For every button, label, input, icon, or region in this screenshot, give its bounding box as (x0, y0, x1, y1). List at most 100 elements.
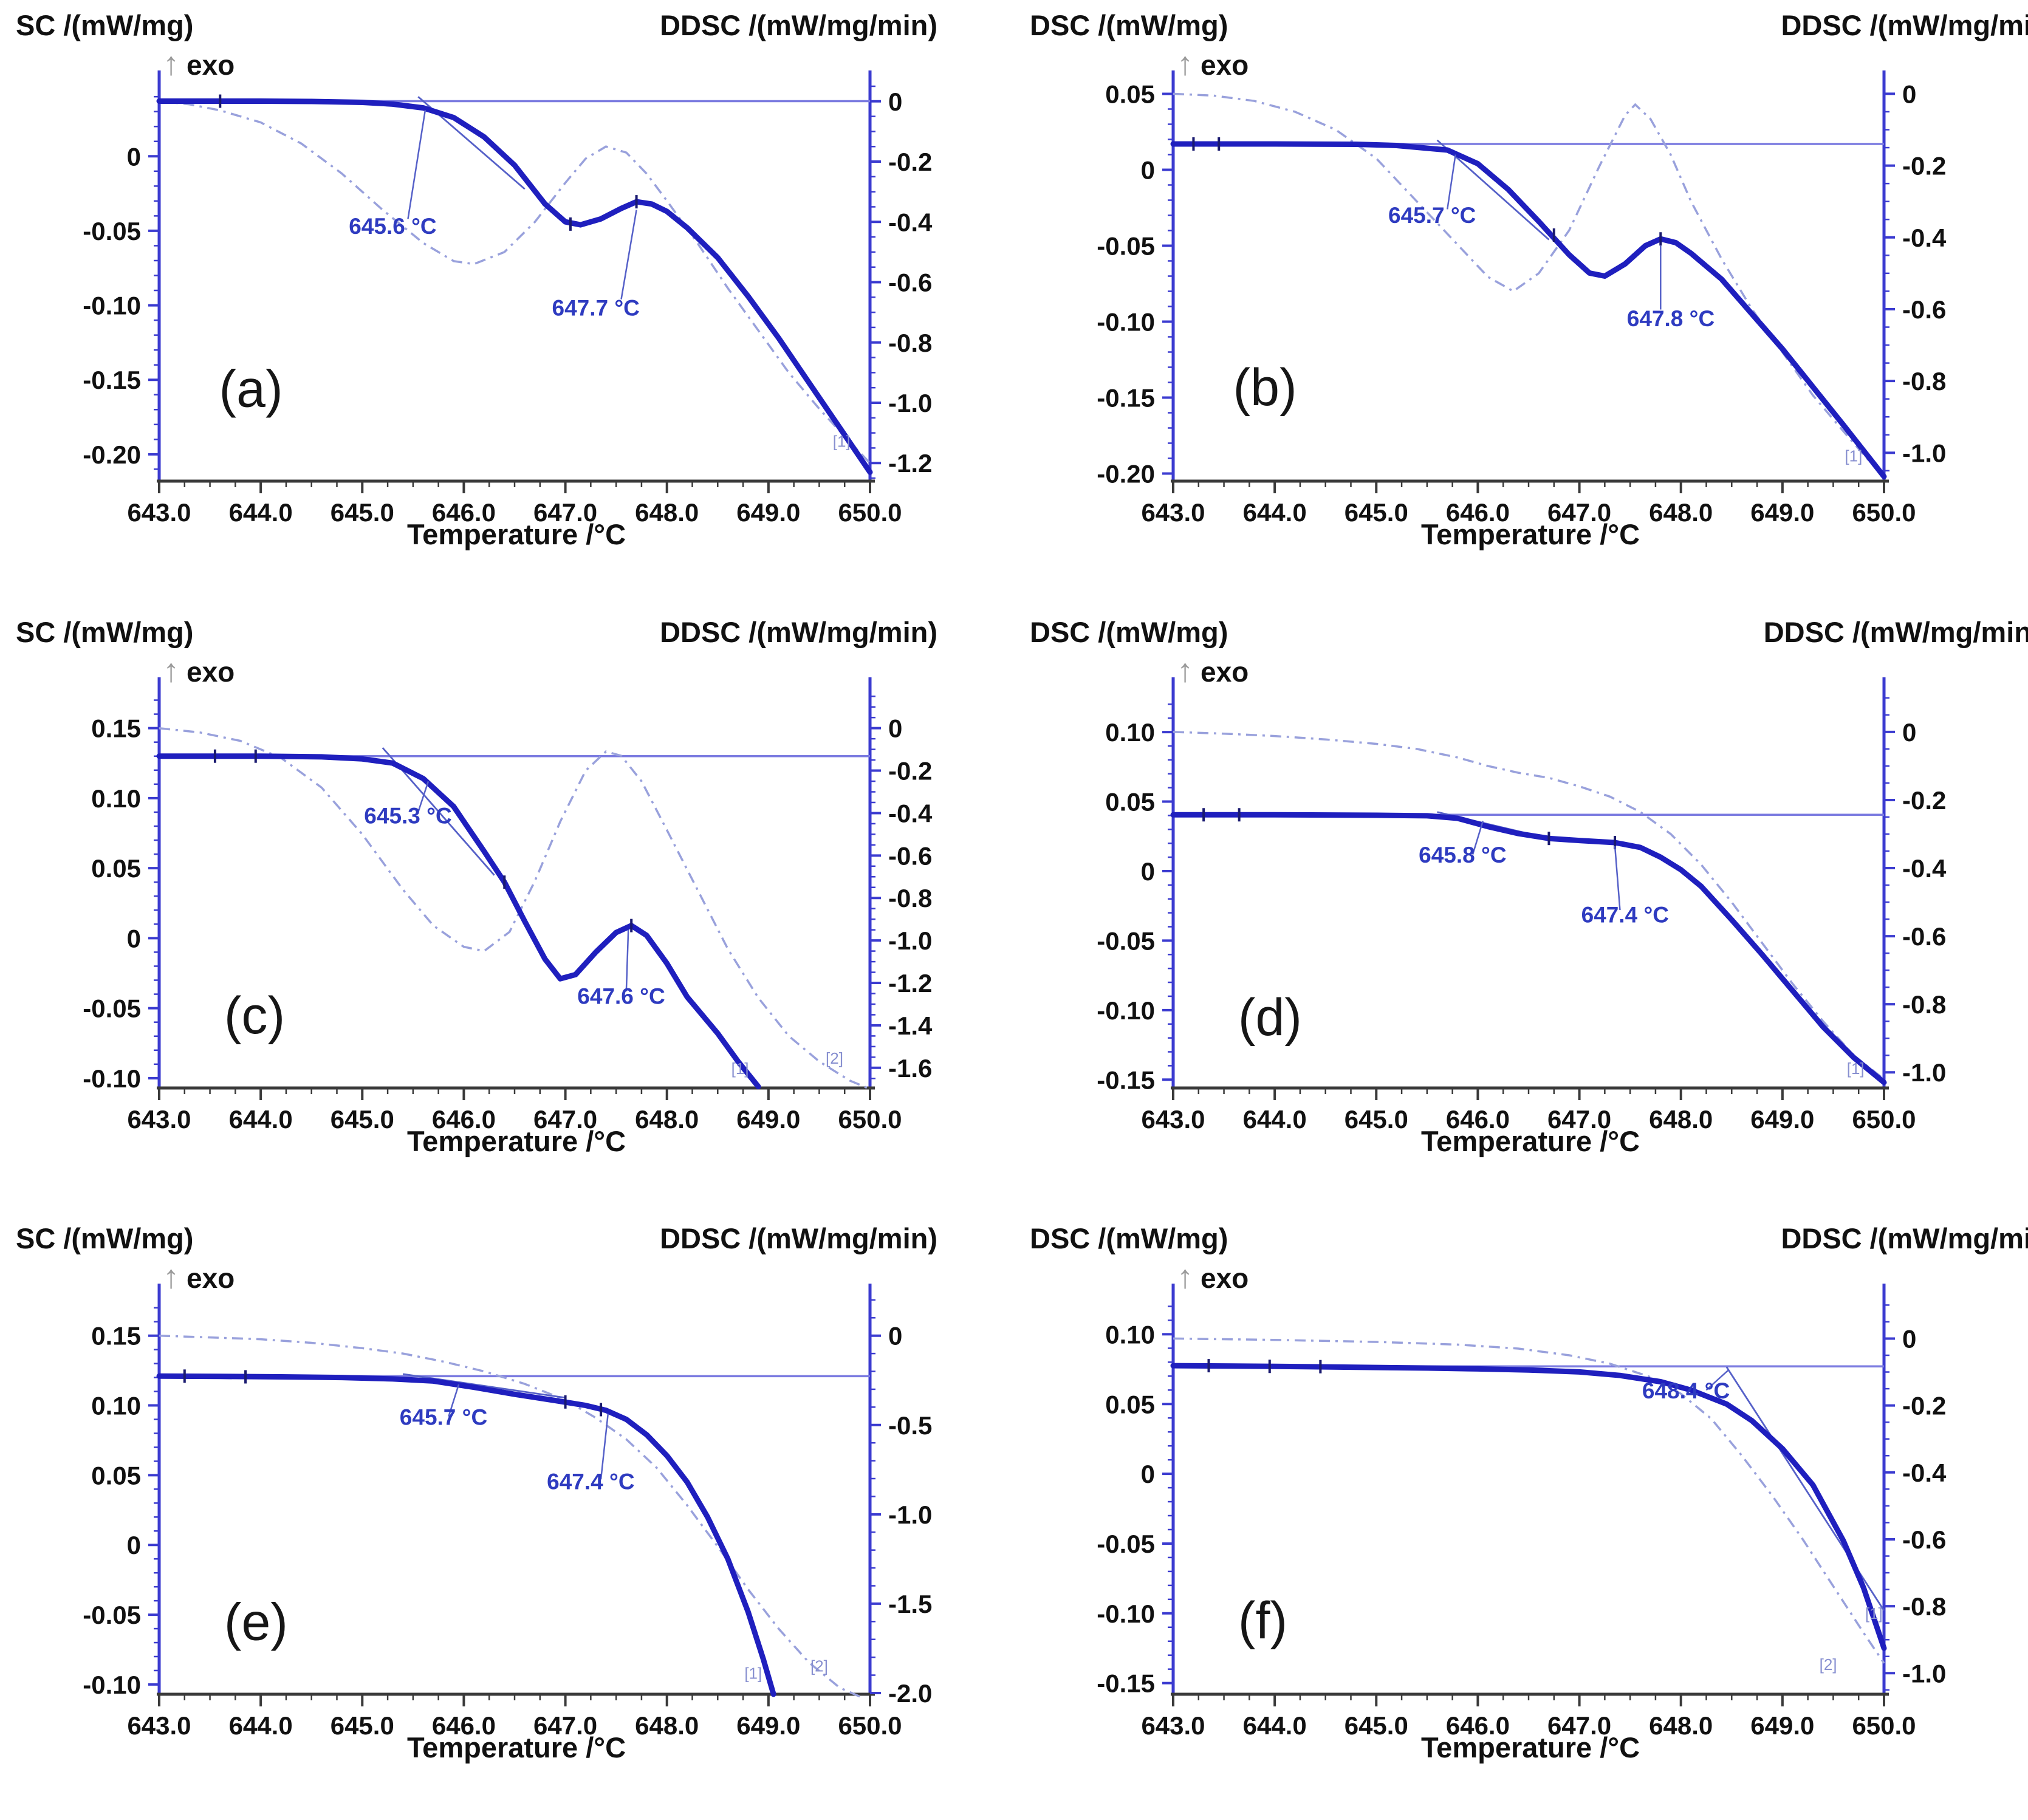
x-tick-label: 648.0 (1649, 1105, 1713, 1134)
plot-area-a: 643.0 644.0 645.0 646.0 647.0 648.0 649.0 650.0… (83, 70, 933, 527)
curve-id-label: [1] (744, 1664, 762, 1683)
ddsc-curve (159, 727, 871, 1090)
dsc-curve (1170, 141, 1887, 479)
curve-id-label: [1] (731, 1059, 749, 1078)
left-tick-label: 0 (127, 924, 141, 953)
right-tick-label: 0 (1902, 1324, 1916, 1353)
left-tick-label: -0.05 (1097, 1530, 1155, 1558)
exo-label: exo (1201, 1262, 1249, 1294)
panel-letter: (c) (224, 987, 285, 1045)
ddsc-curve (159, 1334, 861, 1698)
x-tick-label: 648.0 (635, 1105, 699, 1134)
curves-group (1170, 92, 1887, 479)
right-tick-label: -0.2 (1902, 152, 1946, 180)
x-tick-label: 643.0 (127, 498, 191, 527)
right-tick-label: -1.0 (1902, 1058, 1946, 1087)
left-tick-label: -0.10 (83, 1064, 141, 1093)
left-tick-label: -0.10 (1097, 1599, 1155, 1628)
right-tick-label: -1.5 (888, 1590, 932, 1618)
panel-c: 643.0 644.0 645.0 646.0 647.0 648.0 649.0 650.0… (0, 607, 1014, 1213)
exo-annotation: ↑ exo (1177, 45, 1249, 83)
x-axis-title: Temperature /°C (1420, 518, 1640, 550)
left-tick-label: -0.15 (1097, 1669, 1155, 1698)
x-tick-label: 649.0 (1750, 1105, 1814, 1134)
x-axis-title: Temperature /°C (1420, 1731, 1640, 1764)
left-tick-label: 0 (127, 1531, 141, 1559)
left-tick-label: -0.15 (1097, 384, 1155, 412)
right-tick-label: -1.2 (888, 449, 932, 477)
right-tick-label: -0.4 (1902, 1459, 1947, 1487)
x-tick-label: 650.0 (838, 1105, 902, 1134)
right-axis-title: DDSC /(mW/mg/mi (1781, 9, 2028, 41)
x-tick-label: 647.0 (533, 498, 597, 527)
left-tick-label: 0 (1141, 857, 1155, 886)
exo-annotation: ↑ exo (163, 1258, 235, 1296)
left-axis-title: DSC /(mW/mg) (1030, 1222, 1228, 1254)
right-tick-label: -1.0 (888, 926, 932, 955)
right-tick-label: -1.2 (888, 969, 932, 997)
x-tick-label: 646.0 (1446, 1711, 1510, 1740)
right-tick-label: -0.2 (888, 757, 932, 785)
x-tick-label: 650.0 (1852, 1711, 1916, 1740)
exo-arrow-icon: ↑ (1177, 46, 1193, 82)
annotation-temperature: 647.6 °C (577, 984, 665, 1009)
left-axis-title: DSC /(mW/mg) (1030, 9, 1228, 41)
curves-group (1170, 1337, 1887, 1664)
ddsc-curve (1173, 92, 1885, 479)
left-tick-label: 0.05 (1105, 1390, 1155, 1418)
left-tick-label: -0.05 (1097, 232, 1155, 261)
left-tick-label: -0.05 (83, 994, 141, 1023)
x-tick-label: 648.0 (1649, 1711, 1713, 1740)
right-tick-label: -0.8 (888, 329, 932, 357)
x-tick-label: 644.0 (1243, 1105, 1307, 1134)
x-tick-label: 645.0 (1345, 1711, 1408, 1740)
exo-label: exo (1201, 49, 1249, 81)
x-tick-label: 645.0 (1345, 498, 1408, 527)
exo-label: exo (187, 656, 235, 688)
dsc-curve (156, 98, 873, 475)
annotation-temperature: 645.3 °C (364, 803, 451, 828)
x-axis-title: Temperature /°C (406, 1125, 626, 1157)
x-tick-label: 649.0 (1750, 1711, 1814, 1740)
x-tick-label: 645.0 (331, 498, 394, 527)
x-tick-label: 644.0 (229, 1711, 293, 1740)
panel-a: 643.0 644.0 645.0 646.0 647.0 648.0 649.0 650.0… (0, 0, 1014, 606)
x-tick-label: 643.0 (1141, 498, 1205, 527)
exo-arrow-icon: ↑ (163, 652, 179, 689)
left-tick-label: -0.05 (83, 217, 141, 245)
right-tick-label: -0.8 (888, 884, 932, 912)
dsc-curve (1170, 812, 1887, 1086)
left-tick-label: -0.20 (1097, 460, 1155, 488)
left-tick-label: -0.05 (83, 1601, 141, 1629)
x-tick-label: 645.0 (1345, 1105, 1408, 1134)
x-tick-label: 647.0 (533, 1711, 597, 1740)
left-tick-label: -0.10 (1097, 308, 1155, 337)
right-tick-label: -0.6 (1902, 295, 1946, 324)
left-tick-label: -0.20 (83, 440, 141, 469)
x-tick-label: 643.0 (1141, 1711, 1205, 1740)
x-tick-label: 645.0 (331, 1105, 394, 1134)
x-tick-label: 650.0 (1852, 1105, 1916, 1134)
panel-letter: (e) (224, 1593, 288, 1651)
right-tick-label: 0 (888, 714, 902, 743)
dsc-curve (156, 753, 761, 1090)
left-tick-label: -0.15 (1097, 1066, 1155, 1094)
ddsc-curve (159, 100, 871, 464)
right-tick-label: -0.6 (1902, 1525, 1946, 1554)
plot-area-b: 643.0 644.0 645.0 646.0 647.0 648.0 649.0 650.0… (1097, 70, 1947, 527)
exo-annotation: ↑ exo (163, 652, 235, 689)
left-tick-label: 0.15 (91, 714, 141, 743)
right-tick-label: -0.4 (1902, 854, 1947, 883)
x-tick-label: 643.0 (1141, 1105, 1205, 1134)
right-tick-label: -0.4 (888, 208, 933, 236)
left-tick-label: 0.05 (1105, 80, 1155, 109)
annotation-temperature: 647.7 °C (552, 296, 640, 321)
x-tick-label: 648.0 (635, 498, 699, 527)
x-tick-label: 646.0 (432, 498, 496, 527)
x-tick-label: 644.0 (1243, 498, 1307, 527)
left-tick-label: 0.10 (1105, 1320, 1155, 1349)
panel-e: 643.0 644.0 645.0 646.0 647.0 648.0 649.0 650.0… (0, 1213, 1014, 1819)
curve-id-label: [1] (1865, 1604, 1883, 1623)
panel-b: 643.0 644.0 645.0 646.0 647.0 648.0 649.0 650.0… (1014, 0, 2028, 606)
